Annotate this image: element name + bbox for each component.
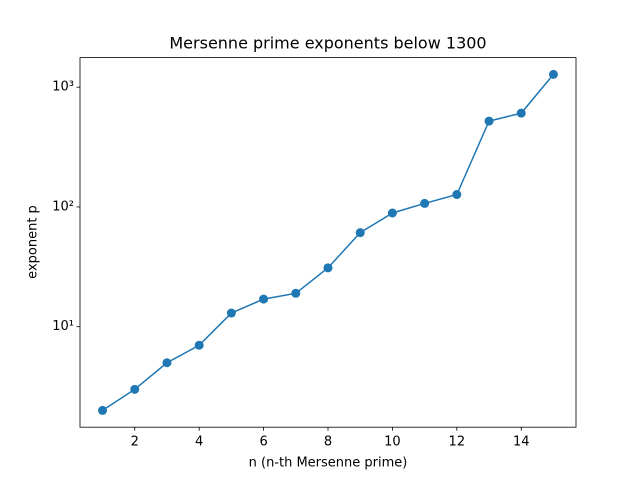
data-point <box>355 228 365 238</box>
x-tick-label: 8 <box>324 435 332 450</box>
data-point <box>452 190 462 200</box>
x-axis-label: n (n-th Mersenne prime) <box>249 456 408 471</box>
y-tick-label: 10² <box>52 199 74 214</box>
x-tick-label: 12 <box>449 435 466 450</box>
data-point <box>194 340 204 350</box>
y-tick-label: 10³ <box>52 80 74 95</box>
data-point <box>226 308 236 318</box>
x-tick-label: 14 <box>513 435 530 450</box>
x-tick-label: 4 <box>195 435 203 450</box>
data-point <box>130 384 140 394</box>
data-point <box>162 358 172 368</box>
data-point <box>548 69 558 79</box>
data-point <box>420 198 430 208</box>
x-tick-label: 2 <box>131 435 139 450</box>
x-tick-label: 6 <box>259 435 267 450</box>
data-point <box>387 208 397 218</box>
data-point <box>98 405 108 415</box>
chart-title: Mersenne prime exponents below 1300 <box>169 34 486 53</box>
x-tick-label: 10 <box>384 435 401 450</box>
y-axis-label: exponent p <box>26 205 41 279</box>
data-point <box>484 116 494 126</box>
data-point <box>259 294 269 304</box>
data-point <box>516 108 526 118</box>
data-point <box>291 288 301 298</box>
y-tick-label: 10¹ <box>52 319 74 334</box>
data-point <box>323 263 333 273</box>
